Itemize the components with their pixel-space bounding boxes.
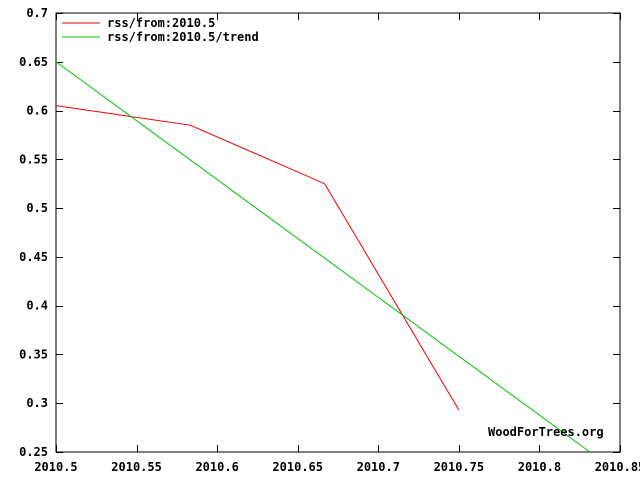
x-axis-tick-label: 2010.5 [34,460,77,474]
x-axis-tick-label: 2010.65 [272,460,323,474]
y-axis-tick-label: 0.55 [19,152,48,166]
x-axis-tick-label: 2010.7 [357,460,400,474]
trend-series-line [55,61,591,453]
y-axis-tick-label: 0.45 [19,250,48,264]
y-axis-tick-label: 0.25 [19,445,48,459]
watermark-label: WoodForTrees.org [488,425,604,439]
x-axis-tick-label: 2010.75 [434,460,485,474]
y-axis-tick-label: 0.4 [26,299,48,313]
x-axis-tick-label: 2010.6 [195,460,238,474]
y-axis-tick-label: 0.35 [19,347,48,361]
rss-series-line [55,105,460,411]
x-axis-tick-label: 2010.8 [518,460,561,474]
legend-label-rss: rss/from:2010.5 [107,16,215,30]
x-axis-tick-label: 2010.85 [595,460,640,474]
y-axis-tick-label: 0.5 [26,201,48,215]
y-axis-tick-label: 0.65 [19,55,48,69]
plot-border [55,12,621,453]
y-axis-tick-label: 0.7 [26,6,48,20]
x-axis-tick-label: 2010.55 [111,460,162,474]
legend-label-trend: rss/from:2010.5/trend [107,30,259,44]
y-axis-tick-label: 0.6 [26,104,48,118]
y-axis-tick-label: 0.3 [26,396,48,410]
